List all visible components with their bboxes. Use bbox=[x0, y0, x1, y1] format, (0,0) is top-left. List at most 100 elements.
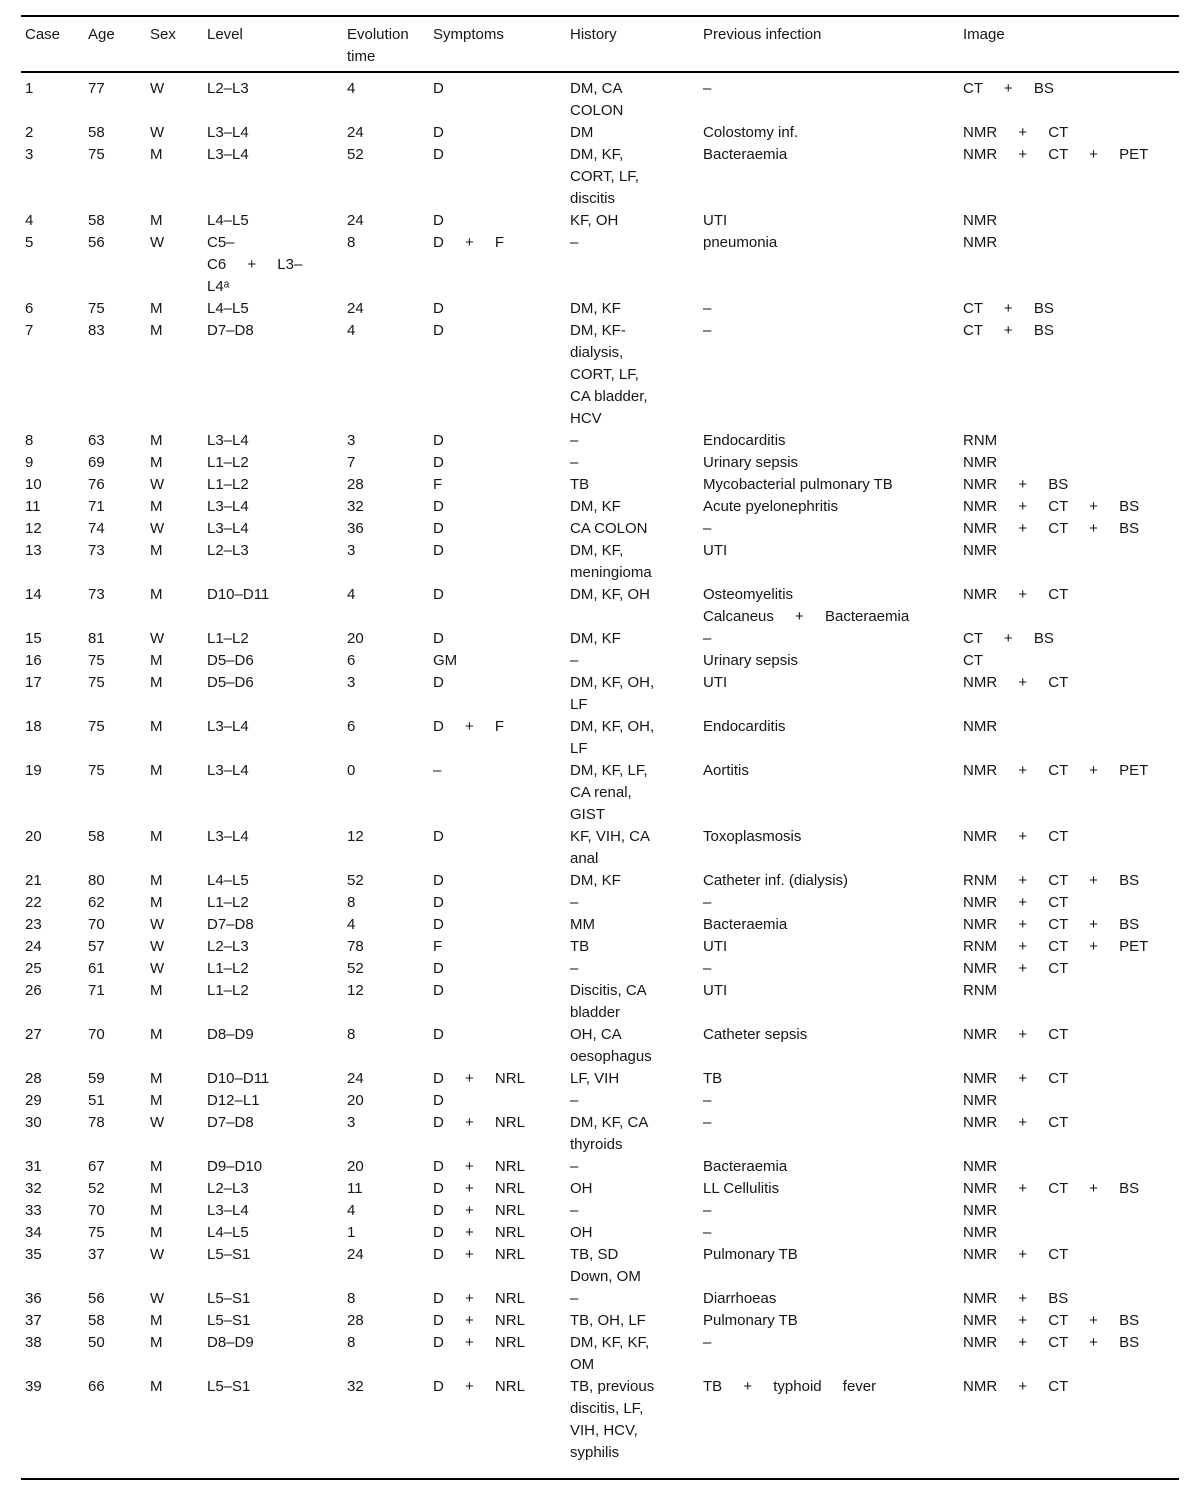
cell-previous_infection: Colostomy inf. bbox=[703, 122, 963, 144]
cell-line: NMR + CT + BS bbox=[963, 916, 1140, 933]
cell-evolution_time: 32 bbox=[347, 1376, 433, 1398]
cell-line: 28 bbox=[347, 476, 364, 493]
cell-line: 24 bbox=[25, 938, 42, 955]
cell-line: 3 bbox=[347, 1114, 356, 1131]
cell-line: 28 bbox=[25, 1070, 42, 1087]
cell-symptoms: D bbox=[433, 78, 570, 100]
cell-line: CT + BS bbox=[963, 630, 1054, 647]
cell-age: 70 bbox=[88, 914, 150, 936]
cell-image: CT + BS bbox=[963, 298, 1180, 320]
cell-evolution_time: 3 bbox=[347, 672, 433, 694]
cell-line: – bbox=[703, 960, 712, 977]
cell-previous_infection: TB + typhoid fever bbox=[703, 1376, 963, 1398]
cell-evolution_time: 24 bbox=[347, 210, 433, 232]
cell-line: D bbox=[433, 454, 444, 471]
cell-line: CA bladder, bbox=[570, 388, 648, 405]
cell-case: 10 bbox=[25, 474, 88, 496]
cell-sex: W bbox=[150, 232, 207, 254]
cell-line: C5– bbox=[207, 234, 235, 251]
cell-level: L1–L2 bbox=[207, 980, 347, 1002]
column-header-evolution_time: Evolution time bbox=[347, 24, 433, 68]
cell-line: 21 bbox=[25, 872, 42, 889]
cell-line: Catheter inf. (dialysis) bbox=[703, 872, 849, 889]
cell-line: – bbox=[703, 520, 712, 537]
cell-line: D + F bbox=[433, 718, 505, 735]
cell-history: DM, KF bbox=[570, 496, 703, 518]
cell-line: 36 bbox=[347, 520, 364, 537]
cell-line: M bbox=[150, 498, 163, 515]
cell-line: TB bbox=[570, 476, 590, 493]
cell-image: NMR bbox=[963, 716, 1180, 738]
cell-age: 56 bbox=[88, 1288, 150, 1310]
cell-previous_infection: LL Cellulitis bbox=[703, 1178, 963, 1200]
cell-line: L3–L4 bbox=[207, 1202, 249, 1219]
cell-line: UTI bbox=[703, 674, 728, 691]
cell-line: 58 bbox=[88, 124, 105, 141]
cell-line: D bbox=[433, 80, 444, 97]
column-header-sex: Sex bbox=[150, 24, 207, 46]
table-row: 3 75 M L3–L4 52 D DM, KF, CORT, LF, discitis Bact… bbox=[25, 144, 1180, 210]
cell-line: 62 bbox=[88, 894, 105, 911]
table-row: 23 70 W D7–D8 4 D MM Bacteraemia NMR + CT + BS bbox=[25, 914, 1180, 936]
cell-image: RNM bbox=[963, 980, 1180, 1002]
cell-history: CA COLON bbox=[570, 518, 703, 540]
cell-case: 31 bbox=[25, 1156, 88, 1178]
cell-line: – bbox=[433, 762, 442, 779]
cell-history: TB, OH, LF bbox=[570, 1310, 703, 1332]
cell-history: DM, KF, CORT, LF, discitis bbox=[570, 144, 703, 210]
cell-line: F bbox=[433, 938, 443, 955]
table-row: 18 75 M L3–L4 6 D + F DM, KF, OH, LF Endocarditi… bbox=[25, 716, 1180, 760]
cell-line: 70 bbox=[88, 1202, 105, 1219]
table-row: 30 78 W D7–D8 3 D + NRL DM, KF, CA thyroids – NMR… bbox=[25, 1112, 1180, 1156]
cell-line: D bbox=[433, 498, 444, 515]
cell-symptoms: D + NRL bbox=[433, 1376, 570, 1398]
cell-age: 58 bbox=[88, 1310, 150, 1332]
cell-line: NMR + CT bbox=[963, 1114, 1069, 1131]
cell-history: DM, KF, KF, OM bbox=[570, 1332, 703, 1376]
cell-line: – bbox=[703, 894, 712, 911]
cell-history: – bbox=[570, 232, 703, 254]
cell-age: 75 bbox=[88, 716, 150, 738]
cell-line: Osteomyelitis bbox=[703, 586, 794, 603]
cell-level: L3–L4 bbox=[207, 826, 347, 848]
cell-line: L2–L3 bbox=[207, 80, 249, 97]
cell-level: L1–L2 bbox=[207, 452, 347, 474]
cell-sex: M bbox=[150, 320, 207, 342]
table-row: 39 66 M L5–S1 32 D + NRL TB, previous discitis,… bbox=[25, 1376, 1180, 1464]
cell-line: NMR bbox=[963, 1202, 998, 1219]
cell-line: W bbox=[150, 124, 165, 141]
cell-evolution_time: 8 bbox=[347, 1332, 433, 1354]
cell-line: DM, KF, OH bbox=[570, 586, 651, 603]
cell-line: 59 bbox=[88, 1070, 105, 1087]
cell-line: NMR + CT + BS bbox=[963, 1312, 1140, 1329]
cell-line: DM, KF bbox=[570, 872, 621, 889]
table-row: 38 50 M D8–D9 8 D + NRL DM, KF, KF, OM – NMR + CT… bbox=[25, 1332, 1180, 1376]
cell-line: Symptoms bbox=[433, 26, 504, 43]
cell-line: 58 bbox=[88, 1312, 105, 1329]
cell-line: UTI bbox=[703, 542, 728, 559]
cell-line: DM, CA bbox=[570, 80, 623, 97]
table-header-rule bbox=[21, 71, 1179, 73]
cell-case: 36 bbox=[25, 1288, 88, 1310]
cell-age: 52 bbox=[88, 1178, 150, 1200]
cell-symptoms: F bbox=[433, 474, 570, 496]
cell-line: Level bbox=[207, 26, 243, 43]
cell-level: L2–L3 bbox=[207, 1178, 347, 1200]
cell-level: D8–D9 bbox=[207, 1024, 347, 1046]
cell-line: 8 bbox=[347, 234, 356, 251]
cell-line: 2 bbox=[25, 124, 34, 141]
cell-evolution_time: 4 bbox=[347, 1200, 433, 1222]
cell-age: 37 bbox=[88, 1244, 150, 1266]
cell-evolution_time: 6 bbox=[347, 716, 433, 738]
cell-line: OH bbox=[570, 1180, 593, 1197]
cell-history: DM, KF, CA thyroids bbox=[570, 1112, 703, 1156]
cell-history: – bbox=[570, 452, 703, 474]
cell-case: 25 bbox=[25, 958, 88, 980]
cell-level: L4–L5 bbox=[207, 870, 347, 892]
cell-line: – bbox=[703, 1092, 712, 1109]
cell-history: KF, VIH, CA anal bbox=[570, 826, 703, 870]
cell-case: 19 bbox=[25, 760, 88, 782]
cell-line: 77 bbox=[88, 80, 105, 97]
table-row: 14 73 M D10–D11 4 D DM, KF, OH Osteomyelitis Cal… bbox=[25, 584, 1180, 628]
